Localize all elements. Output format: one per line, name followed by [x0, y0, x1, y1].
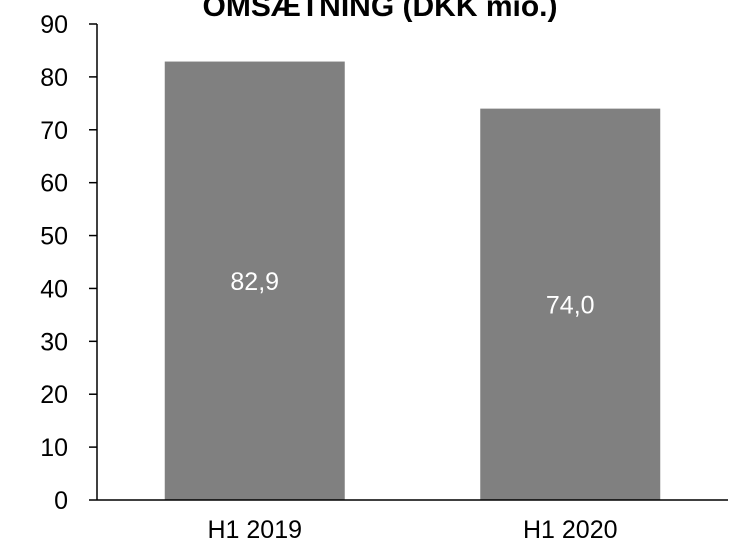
- y-tick-label: 0: [54, 487, 68, 515]
- y-axis: 0 10 20 30 40 50 60 70 80 90: [40, 11, 98, 515]
- y-tick-label: 90: [40, 11, 68, 39]
- bar-h1-2019: [164, 61, 345, 500]
- x-axis: H1 2019 H1 2020: [97, 499, 728, 544]
- bars-group: 82,9 74,0: [164, 61, 661, 500]
- x-category-label: H1 2020: [523, 516, 618, 544]
- y-tick-label: 40: [40, 275, 68, 303]
- data-label: 74,0: [546, 291, 595, 319]
- y-tick-label: 50: [40, 223, 68, 251]
- y-tick-label: 80: [40, 64, 68, 92]
- data-label: 82,9: [230, 268, 279, 296]
- y-tick-label: 30: [40, 328, 68, 356]
- x-category-label: H1 2019: [207, 516, 302, 544]
- bar-h1-2020: [480, 108, 661, 500]
- y-tick-label: 20: [40, 381, 68, 409]
- y-tick-label: 10: [40, 434, 68, 462]
- y-tick-label: 60: [40, 170, 68, 198]
- y-tick-label: 70: [40, 117, 68, 145]
- chart-title: OMSÆTNING (DKK mio.): [203, 0, 558, 23]
